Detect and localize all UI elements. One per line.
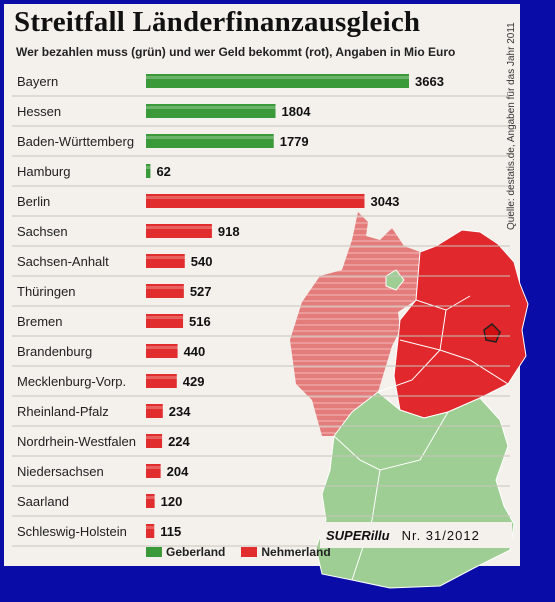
category-label-thüringen: Thüringen (17, 284, 76, 299)
value-label-sachsen: 918 (218, 224, 240, 239)
bar-thüringen (146, 284, 184, 298)
bar-schleswig-holstein (146, 524, 155, 538)
category-label-nordrhein-westfalen: Nordrhein-Westfalen (17, 434, 136, 449)
legend-swatch-geberland (146, 547, 162, 557)
bar-berlin (146, 194, 365, 208)
value-label-saarland: 120 (161, 494, 183, 509)
bar-baden-württemberg (146, 134, 274, 148)
bars-layer: Bayern 3663 Hessen 1804 Baden-Württemberg 177… (12, 74, 510, 547)
chart-legend: Geberland Nehmerland (146, 545, 347, 559)
publisher-badge: SUPERillu Nr. 31/2012 (320, 522, 512, 548)
bar-hamburg (146, 164, 151, 178)
bar-highlight-hamburg (146, 166, 151, 169)
category-label-rheinland-pfalz: Rheinland-Pfalz (17, 404, 109, 419)
map-west-region (290, 212, 420, 436)
value-label-bayern: 3663 (415, 74, 444, 89)
value-label-thüringen: 527 (190, 284, 212, 299)
bar-highlight-berlin (146, 196, 365, 199)
category-label-baden-württemberg: Baden-Württemberg (17, 134, 134, 149)
bar-sachsen (146, 224, 212, 238)
bar-sachsen-anhalt (146, 254, 185, 268)
bar-brandenburg (146, 344, 178, 358)
bar-rheinland-pfalz (146, 404, 163, 418)
chart-subtitle: Wer bezahlen muss (grün) und wer Geld be… (16, 45, 456, 59)
legend-swatch-nehmerland (241, 547, 258, 557)
value-label-brandenburg: 440 (184, 344, 206, 359)
map-berlin (483, 323, 501, 343)
bar-bremen (146, 314, 184, 328)
category-label-sachsen: Sachsen (17, 224, 68, 239)
value-label-schleswig-holstein: 115 (160, 524, 181, 539)
category-label-sachsen-anhalt: Sachsen-Anhalt (17, 254, 109, 269)
bar-highlight-saarland (146, 496, 155, 499)
legend-item-nehmerland: Nehmerland (241, 545, 331, 559)
map-hamburg (385, 269, 405, 291)
value-label-hamburg: 62 (156, 164, 170, 179)
bar-highlight-baden-württemberg (146, 136, 274, 139)
bar-highlight-thüringen (146, 286, 184, 289)
value-label-rheinland-pfalz: 234 (169, 404, 191, 419)
category-label-hessen: Hessen (17, 104, 61, 119)
category-label-schleswig-holstein: Schleswig-Holstein (17, 524, 127, 539)
bar-niedersachsen (146, 464, 161, 478)
category-label-mecklenburg-vorp: Mecklenburg-Vorp. (17, 374, 126, 389)
value-label-hessen: 1804 (282, 104, 312, 119)
category-label-berlin: Berlin (17, 194, 50, 209)
bar-highlight-bremen (146, 316, 184, 319)
chart-title: Streitfall Länderfinanzausgleich (14, 6, 421, 38)
bar-highlight-hessen (146, 106, 276, 109)
category-label-hamburg: Hamburg (17, 164, 70, 179)
bar-highlight-bayern (146, 76, 409, 79)
bar-highlight-rheinland-pfalz (146, 406, 163, 409)
bar-saarland (146, 494, 155, 508)
bar-highlight-nordrhein-westfalen (146, 436, 163, 439)
bar-highlight-sachsen-anhalt (146, 256, 185, 259)
legend-label-nehmerland: Nehmerland (261, 545, 331, 559)
bar-highlight-schleswig-holstein (146, 526, 155, 529)
legend-item-geberland: Geberland (146, 545, 225, 559)
map-east-region (393, 229, 529, 419)
bar-highlight-sachsen (146, 226, 212, 229)
bar-highlight-mecklenburg-vorp (146, 376, 177, 379)
bar-bayern (146, 74, 409, 88)
value-label-niedersachsen: 204 (167, 464, 189, 479)
category-label-bremen: Bremen (17, 314, 63, 329)
category-label-niedersachsen: Niedersachsen (17, 464, 104, 479)
bar-mecklenburg-vorp (146, 374, 177, 388)
map-borders (333, 295, 509, 581)
category-label-saarland: Saarland (17, 494, 69, 509)
bar-hessen (146, 104, 276, 118)
value-label-nordrhein-westfalen: 224 (168, 434, 190, 449)
value-label-mecklenburg-vorp: 429 (183, 374, 205, 389)
issue-number: Nr. 31/2012 (401, 527, 480, 543)
bar-nordrhein-westfalen (146, 434, 163, 448)
value-label-sachsen-anhalt: 540 (191, 254, 213, 269)
value-label-bremen: 516 (189, 314, 211, 329)
category-label-brandenburg: Brandenburg (17, 344, 92, 359)
value-label-baden-württemberg: 1779 (280, 134, 309, 149)
legend-label-geberland: Geberland (166, 545, 226, 559)
source-note: Quelle: destatis.de, Angaben für das Jah… (506, 22, 517, 230)
value-label-berlin: 3043 (370, 194, 399, 209)
bar-highlight-brandenburg (146, 346, 178, 349)
publisher-name: SUPERillu (326, 527, 390, 543)
category-label-bayern: Bayern (17, 74, 58, 89)
bar-highlight-niedersachsen (146, 466, 161, 469)
